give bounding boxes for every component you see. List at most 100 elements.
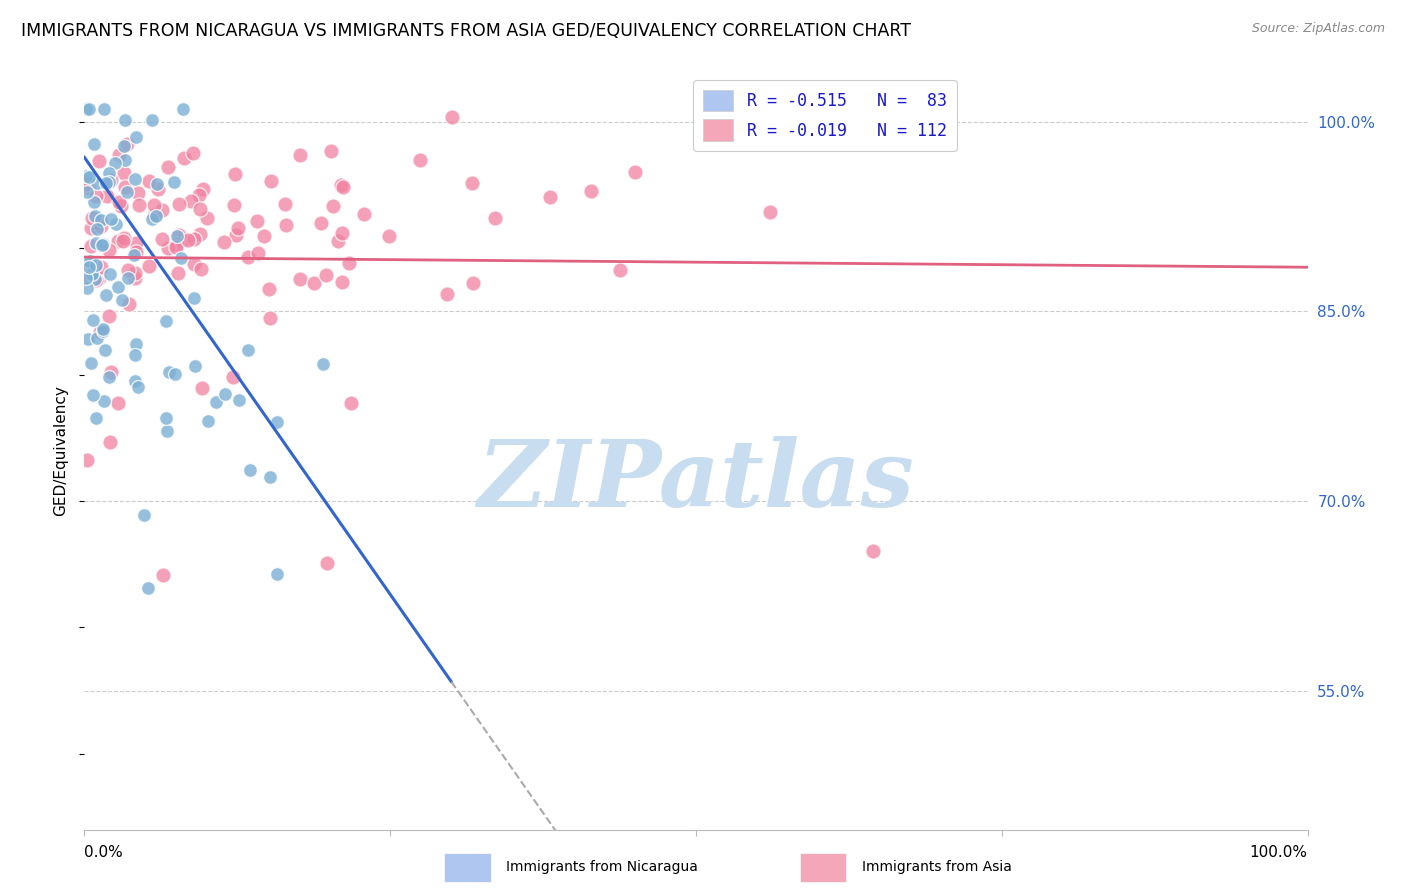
- Point: [75, 270, 97, 285]
- Point: [114, 113, 136, 128]
- Point: [155, 410, 177, 425]
- Point: [98, 309, 121, 323]
- Text: 0.0%: 0.0%: [84, 845, 124, 860]
- Point: [111, 293, 134, 307]
- Point: [759, 205, 782, 219]
- Point: [124, 270, 146, 285]
- Point: [172, 233, 194, 247]
- Point: [180, 194, 202, 209]
- Point: [124, 172, 146, 186]
- Point: [104, 156, 127, 170]
- Text: Immigrants from Nicaragua: Immigrants from Nicaragua: [506, 861, 697, 874]
- Point: [214, 387, 236, 401]
- Point: [236, 343, 259, 357]
- Point: [91, 322, 114, 336]
- Point: [125, 235, 148, 250]
- Point: [484, 211, 506, 226]
- Point: [226, 220, 249, 235]
- Point: [266, 566, 288, 581]
- Point: [378, 228, 401, 243]
- Point: [125, 337, 148, 351]
- Point: [84, 410, 107, 425]
- Point: [75, 102, 97, 116]
- Point: [122, 248, 145, 262]
- Point: [205, 395, 228, 409]
- Point: [146, 177, 169, 191]
- Point: [77, 253, 100, 268]
- Point: [266, 415, 288, 429]
- Point: [609, 262, 631, 277]
- Point: [82, 388, 104, 402]
- Point: [188, 202, 211, 217]
- Point: [302, 276, 325, 290]
- Point: [259, 311, 281, 326]
- Point: [183, 257, 205, 271]
- Point: [315, 556, 337, 570]
- Point: [247, 245, 270, 260]
- Point: [142, 198, 165, 212]
- Point: [93, 393, 115, 408]
- Point: [148, 182, 170, 196]
- Point: [195, 211, 218, 225]
- FancyBboxPatch shape: [444, 854, 491, 881]
- Point: [86, 177, 108, 191]
- Point: [862, 543, 884, 558]
- Point: [90, 219, 112, 234]
- Point: [84, 189, 107, 203]
- Point: [141, 113, 163, 128]
- Point: [184, 359, 207, 374]
- Point: [191, 381, 214, 395]
- Point: [246, 214, 269, 228]
- Point: [337, 256, 360, 270]
- Point: [108, 147, 131, 161]
- Point: [82, 312, 104, 326]
- Point: [77, 260, 100, 275]
- Point: [89, 325, 111, 339]
- Point: [436, 286, 458, 301]
- Point: [107, 279, 129, 293]
- Point: [110, 199, 132, 213]
- Point: [173, 151, 195, 165]
- Point: [330, 275, 353, 289]
- Text: IMMIGRANTS FROM NICARAGUA VS IMMIGRANTS FROM ASIA GED/EQUIVALENCY CORRELATION CH: IMMIGRANTS FROM NICARAGUA VS IMMIGRANTS …: [21, 22, 911, 40]
- Point: [118, 297, 141, 311]
- Point: [98, 267, 121, 281]
- Point: [107, 234, 129, 248]
- Point: [142, 208, 165, 222]
- Point: [141, 212, 163, 227]
- Point: [79, 254, 101, 268]
- Point: [80, 267, 103, 281]
- Text: Immigrants from Asia: Immigrants from Asia: [862, 861, 1012, 874]
- Point: [330, 226, 353, 240]
- Point: [108, 194, 131, 209]
- Point: [134, 508, 156, 522]
- Point: [90, 237, 112, 252]
- Point: [79, 170, 101, 185]
- Point: [94, 343, 117, 357]
- Point: [441, 110, 464, 124]
- Point: [97, 175, 120, 189]
- Point: [190, 262, 212, 277]
- Point: [183, 145, 205, 160]
- Point: [100, 173, 122, 187]
- Point: [353, 207, 375, 221]
- Point: [97, 370, 120, 384]
- Point: [166, 236, 188, 251]
- Point: [94, 288, 117, 302]
- Point: [114, 180, 136, 194]
- Point: [80, 356, 103, 370]
- Point: [224, 167, 246, 181]
- Point: [332, 180, 354, 194]
- Point: [326, 234, 349, 248]
- Point: [150, 203, 173, 218]
- Point: [86, 222, 108, 236]
- Point: [288, 148, 311, 162]
- Point: [253, 228, 276, 243]
- Point: [162, 175, 184, 189]
- Point: [83, 136, 105, 151]
- Point: [98, 435, 121, 450]
- Point: [124, 266, 146, 280]
- Point: [274, 218, 297, 232]
- Point: [90, 212, 112, 227]
- Point: [96, 176, 118, 190]
